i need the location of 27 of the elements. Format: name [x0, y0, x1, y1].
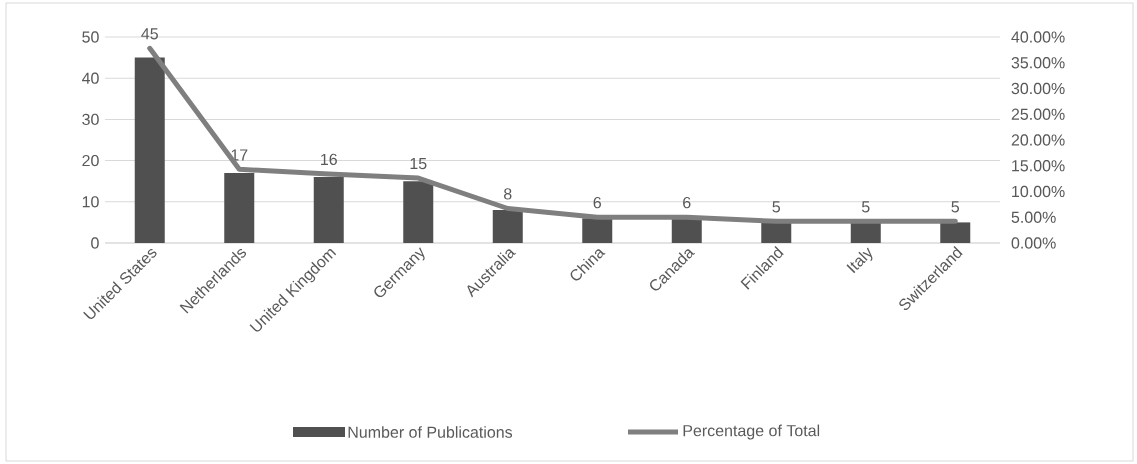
- legend-label: Percentage of Total: [683, 424, 820, 440]
- legend-label: Number of Publications: [348, 426, 513, 438]
- y-tick-label: 20: [82, 154, 99, 167]
- data-label: 45: [141, 28, 158, 40]
- y2-tick-label: 20.00%: [1011, 134, 1065, 146]
- y-tick-label: 0: [91, 237, 99, 249]
- x-tick-label: Italy: [846, 247, 873, 274]
- y2-tick-label: 10.00%: [1012, 185, 1065, 198]
- data-label: 8: [504, 188, 512, 200]
- y2-tick-label: 15.00%: [1012, 160, 1065, 172]
- data-label: 6: [593, 196, 602, 209]
- y-tick-label: 10: [82, 196, 99, 208]
- y-tick-label: 40: [81, 72, 99, 84]
- data-label: 6: [683, 196, 691, 209]
- data-label: 5: [951, 201, 960, 213]
- y2-tick-label: 0.00%: [1011, 237, 1056, 249]
- y2-tick-label: 5.00%: [1011, 211, 1056, 223]
- y2-tick-label: 25.00%: [1011, 108, 1065, 120]
- y2-tick-label: 35.00%: [1011, 57, 1065, 69]
- data-label: 16: [321, 153, 337, 166]
- data-label: 15: [410, 158, 427, 170]
- data-label: 5: [861, 201, 870, 213]
- data-label: 5: [772, 201, 781, 213]
- y2-tick-label: 30.00%: [1011, 82, 1065, 95]
- y2-tick-label: 40.00%: [1011, 31, 1065, 43]
- y-tick-label: 30: [82, 113, 99, 126]
- y-tick-label: 50: [82, 31, 99, 43]
